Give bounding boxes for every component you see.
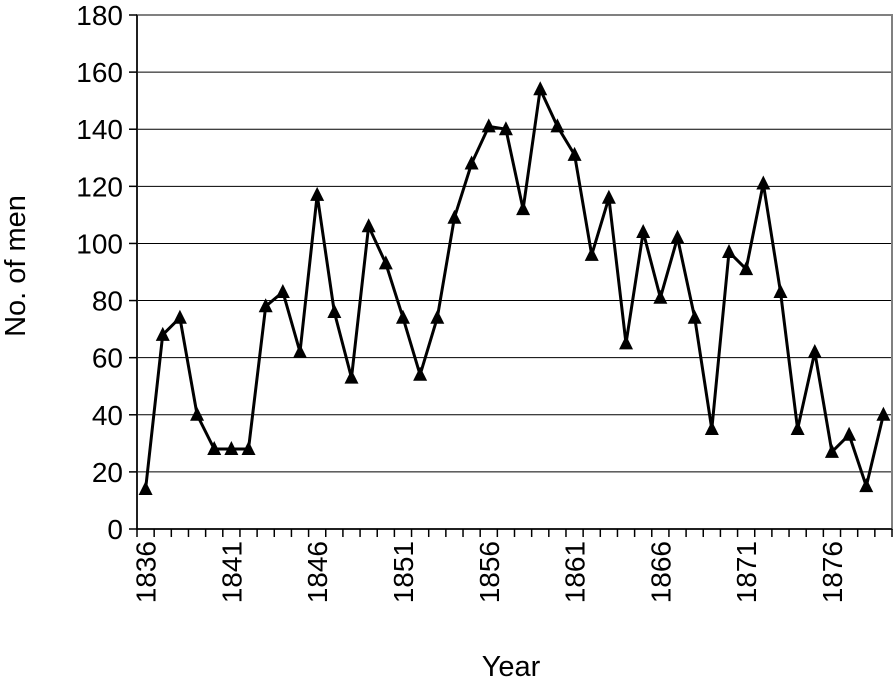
data-point-marker: [190, 406, 205, 421]
data-point-marker: [842, 426, 857, 441]
data-point-marker: [807, 343, 822, 358]
data-point-marker: [327, 303, 342, 318]
x-tick-label: 1846: [302, 541, 333, 603]
data-point-marker: [224, 441, 239, 456]
data-point-marker: [498, 121, 513, 136]
data-point-marker: [516, 201, 531, 216]
x-tick-label: 1866: [645, 541, 676, 603]
data-point-marker: [550, 118, 565, 133]
x-tick-labels: 1836 1841 1846 1851 1856 1861 1866 1871 1876: [131, 541, 848, 603]
data-point-marker: [395, 309, 410, 324]
y-tick-label: 0: [107, 514, 123, 545]
data-point-marker: [155, 326, 170, 341]
data-point-marker: [670, 229, 685, 244]
y-tick-label: 180: [76, 0, 123, 31]
data-point-marker: [241, 441, 256, 456]
series: [138, 81, 891, 496]
x-tick-label: 1876: [817, 541, 848, 603]
y-tick-label: 100: [76, 228, 123, 259]
y-tick-label: 140: [76, 114, 123, 145]
data-point-marker: [756, 175, 771, 190]
series-line: [144, 83, 885, 492]
data-point-marker: [464, 155, 479, 170]
data-point-marker: [859, 478, 874, 493]
data-point-marker: [344, 369, 359, 384]
gridlines: [137, 14, 892, 473]
data-point-marker: [293, 343, 308, 358]
y-tick-label: 40: [92, 400, 123, 431]
x-tick-label: 1851: [388, 541, 419, 603]
data-point-marker: [584, 246, 599, 261]
data-point-marker: [138, 481, 153, 496]
y-tick-label: 20: [92, 457, 123, 488]
data-point-marker: [824, 443, 839, 458]
data-point-marker: [447, 209, 462, 224]
data-point-marker: [773, 283, 788, 298]
data-point-marker: [739, 261, 754, 276]
data-point-marker: [207, 441, 222, 456]
x-tick-label: 1836: [131, 541, 162, 603]
data-point-marker: [601, 189, 616, 204]
data-point-marker: [687, 309, 702, 324]
x-tick-label: 1861: [560, 541, 591, 603]
data-point-marker: [704, 421, 719, 436]
x-tick-label: 1856: [474, 541, 505, 603]
data-point-marker: [481, 118, 496, 133]
data-point-marker: [413, 366, 428, 381]
data-point-marker: [619, 335, 634, 350]
data-point-marker: [310, 186, 325, 201]
y-tick-label: 160: [76, 57, 123, 88]
data-point-marker: [636, 224, 651, 239]
data-point-marker: [790, 421, 805, 436]
y-axis-label: No. of men: [0, 195, 32, 337]
data-point-marker: [567, 146, 582, 161]
y-tick-label: 80: [92, 286, 123, 317]
data-point-marker: [721, 244, 736, 259]
data-point-marker: [378, 255, 393, 270]
data-point-marker: [876, 406, 891, 421]
y-tick-labels: 0 20 40 60 80 100 120 140 160 180: [76, 0, 123, 545]
data-point-marker: [258, 298, 273, 313]
x-axis-label: Year: [482, 651, 541, 679]
x-tick-label: 1841: [216, 541, 247, 603]
x-tick-label: 1871: [731, 541, 762, 603]
axes: [129, 14, 893, 537]
y-tick-label: 60: [92, 343, 123, 374]
data-point-marker: [275, 283, 290, 298]
data-point-marker: [172, 309, 187, 324]
y-tick-label: 120: [76, 171, 123, 202]
data-point-marker: [430, 309, 445, 324]
data-point-marker: [361, 218, 376, 233]
data-point-marker: [653, 289, 668, 304]
data-point-marker: [533, 81, 548, 96]
